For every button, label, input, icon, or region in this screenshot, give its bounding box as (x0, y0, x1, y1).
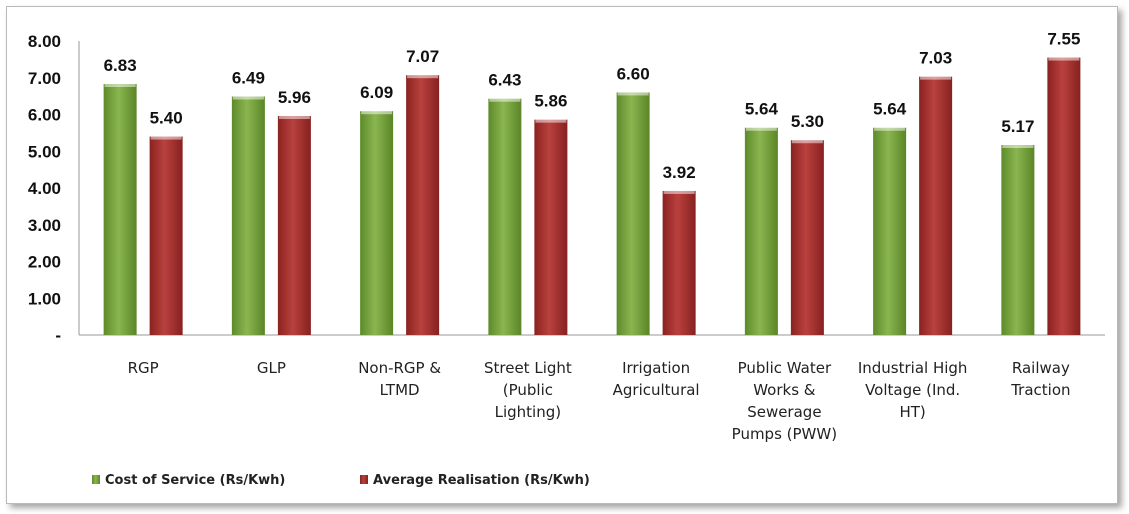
x-tick-label: Railway (1012, 359, 1070, 377)
average-realisation-bar-highlight (278, 114, 310, 119)
average-realisation-legend-label: Average Realisation (Rs/Kwh) (373, 473, 590, 488)
x-tick-label: LTMD (380, 381, 420, 399)
x-tick-label: (Public (503, 381, 553, 399)
cost-of-service-data-label: 6.49 (232, 68, 265, 87)
y-tick-label: 1.00 (28, 289, 61, 308)
cost-of-service-bar (103, 83, 137, 335)
x-tick-label: Industrial High (858, 359, 968, 377)
cost-of-service-data-label: 6.83 (104, 56, 137, 75)
y-tick-label: 2.00 (28, 253, 61, 272)
cost-of-service-bar (360, 111, 394, 335)
cost-of-service-data-label: 5.64 (873, 100, 907, 119)
y-axis-ticks: - 1.00 2.00 3.00 4.00 5.00 6.00 7.00 8.00 (28, 32, 61, 345)
y-tick-label: 5.00 (28, 142, 61, 161)
cost-of-service-bar-highlight (232, 95, 264, 100)
average-realisation-data-label: 3.92 (663, 163, 696, 182)
cost-of-service-bar (231, 96, 265, 336)
x-tick-label: Traction (1010, 381, 1070, 399)
average-realisation-data-label: 5.86 (534, 92, 567, 111)
bars (103, 56, 1081, 336)
cost-of-service-bar-highlight (617, 91, 649, 96)
average-realisation-bar-highlight (407, 74, 439, 79)
cost-of-service-bar-highlight (104, 82, 136, 87)
average-realisation-bar-highlight (663, 189, 695, 194)
x-tick-label: Lighting) (495, 403, 561, 421)
average-realisation-bar (406, 75, 440, 336)
data-labels: 6.83 6.49 6.09 6.43 6.60 5.64 5.64 5.17 5.40 5.96… (104, 30, 1081, 182)
average-realisation-bar (534, 119, 568, 336)
cost-of-service-bar-highlight (874, 126, 906, 131)
chart-frame: -1.00 2.00 3.00 4.00 5.00 6.00 7.00 8.00 6.83 6.… (6, 6, 1118, 504)
cost-of-service-data-label: 5.17 (1001, 117, 1034, 136)
x-tick-label: GLP (257, 359, 286, 377)
average-realisation-bar-highlight (791, 139, 823, 144)
average-realisation-bar-highlight (920, 75, 952, 80)
average-realisation-bar (790, 140, 824, 335)
average-realisation-legend-swatch (360, 475, 368, 484)
cost-of-service-bar-highlight (1002, 144, 1034, 149)
average-realisation-bar-highlight (1048, 56, 1080, 61)
cost-of-service-bar (488, 98, 522, 335)
cost-of-service-bar-highlight (361, 110, 393, 115)
x-tick-label: Pumps (PWW) (732, 425, 837, 443)
x-tick-label: Non-RGP & (358, 359, 441, 377)
average-realisation-data-label: 7.03 (919, 49, 952, 68)
x-tick-label: Sewerage (747, 403, 821, 421)
average-realisation-bar (149, 136, 183, 335)
cost-of-service-bar (1001, 145, 1035, 335)
cost-of-service-data-label: 5.64 (745, 100, 779, 119)
y-tick-label: 3.00 (28, 216, 61, 235)
x-tick-label: HT) (899, 403, 925, 421)
bar-chart: -1.002.003.004.005.006.007.008.00 6.836.… (28, 30, 1105, 488)
average-realisation-bar (277, 115, 311, 335)
cost-of-service-bar (873, 127, 907, 335)
average-realisation-data-label: 5.30 (791, 112, 824, 131)
average-realisation-bar-highlight (535, 118, 567, 123)
cost-of-service-bar-highlight (489, 97, 521, 102)
cost-of-service-bar (616, 92, 650, 335)
y-tick-label: 7.00 (28, 69, 61, 88)
y-tick-label: 4.00 (28, 179, 61, 198)
average-realisation-bar (662, 190, 696, 335)
average-realisation-bar (919, 76, 953, 336)
average-realisation-data-label: 5.40 (150, 109, 183, 128)
average-realisation-bar-highlight (150, 135, 182, 140)
average-realisation-data-label: 5.96 (278, 88, 311, 107)
cost-of-service-data-label: 6.60 (617, 64, 650, 83)
cost-of-service-legend-label: Cost of Service (Rs/Kwh) (105, 473, 285, 488)
average-realisation-data-label: 7.07 (406, 47, 439, 66)
x-tick-label: Voltage (Ind. (865, 381, 960, 399)
x-tick-label: RGP (128, 359, 159, 377)
y-tick-label: 8.00 (28, 32, 61, 51)
average-realisation-data-label: 7.55 (1047, 30, 1080, 49)
average-realisation-bar (1047, 57, 1081, 335)
cost-of-service-legend-swatch (92, 475, 100, 484)
legend: Cost of Service (Rs/Kwh) Average Realisat… (92, 473, 590, 488)
x-tick-label: Agricultural (613, 381, 700, 399)
x-tick-label: Irrigation (622, 359, 690, 377)
cost-of-service-data-label: 6.09 (360, 83, 393, 102)
cost-of-service-bar-highlight (745, 126, 777, 131)
x-tick-label: Street Light (484, 359, 572, 377)
cost-of-service-bar (744, 127, 778, 335)
cost-of-service-data-label: 6.43 (488, 71, 521, 90)
y-tick-label: 6.00 (28, 106, 61, 125)
x-axis-ticks: RGP GLP Non-RGP & LTMD Street Light (Public Li… (128, 359, 1071, 443)
x-tick-label: Works & (753, 381, 816, 399)
y-tick-label: - (55, 326, 61, 345)
x-tick-label: Public Water (738, 359, 832, 377)
